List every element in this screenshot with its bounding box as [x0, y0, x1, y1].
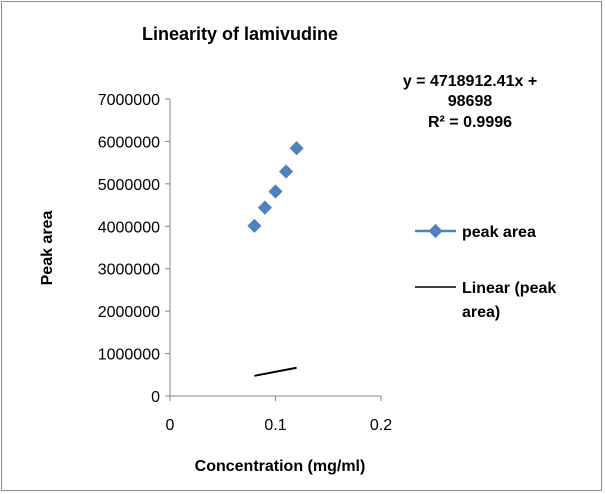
data-point [257, 200, 273, 215]
y-tick-label: 3000000 [98, 262, 160, 279]
data-point [247, 218, 262, 233]
legend-marker [428, 223, 443, 239]
y-tick-label: 5000000 [98, 177, 160, 194]
equation-line: y = 4718912.41x + [403, 73, 537, 90]
trendline-equation: y = 4718912.41x + 98698 R² = 0.9996 [403, 73, 537, 131]
legend: peak area Linear (peak area) [415, 223, 556, 321]
y-tick-label: 7000000 [98, 92, 160, 109]
trendline [254, 366, 297, 377]
y-tick-label: 0 [151, 389, 160, 406]
axes: 0 1000000 2000000 3000000 4000000 5000000 6000… [98, 92, 393, 434]
equation-line: 98698 [448, 93, 493, 110]
data-point [278, 164, 294, 179]
y-tick-label: 1000000 [98, 347, 160, 364]
data-marks [247, 141, 304, 377]
equation-line: R² = 0.9996 [428, 114, 512, 131]
legend-label: peak area [462, 224, 536, 241]
data-point [268, 184, 283, 199]
legend-label: area) [462, 304, 500, 321]
x-tick-label: 0.1 [264, 417, 286, 434]
data-point [289, 141, 304, 156]
x-tick-label: 0 [166, 417, 175, 434]
legend-label: Linear (peak [462, 280, 556, 297]
chart-title: Linearity of lamivudine [142, 24, 338, 44]
y-tick-label: 4000000 [98, 219, 160, 236]
x-axis-label: Concentration (mg/ml) [195, 458, 366, 475]
y-tick-label: 2000000 [98, 304, 160, 321]
y-tick-label: 6000000 [98, 134, 160, 151]
x-tick-label: 0.2 [370, 417, 392, 434]
y-axis-label: Peak area [39, 211, 56, 286]
